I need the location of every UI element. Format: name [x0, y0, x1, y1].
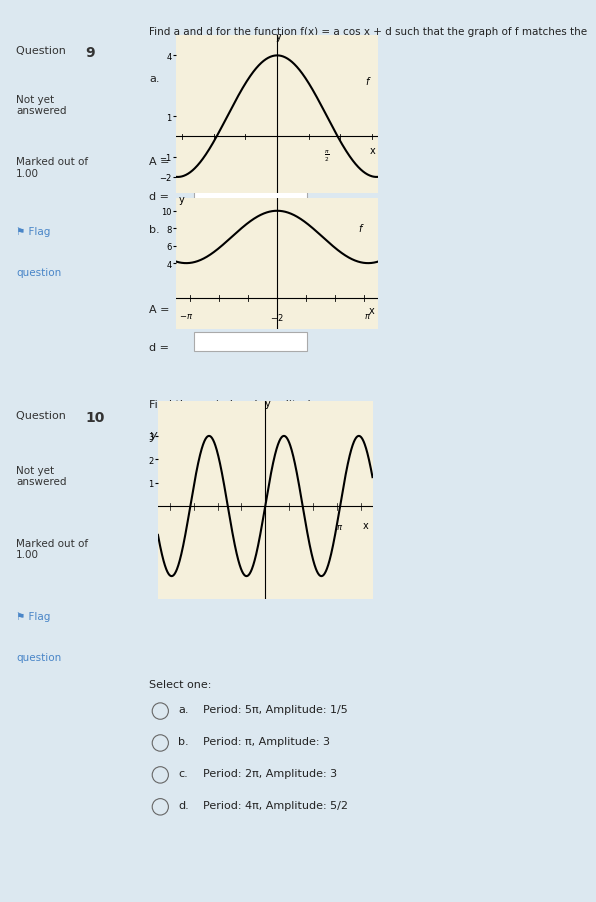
- Text: question: question: [16, 268, 61, 278]
- Text: y: y: [276, 32, 281, 42]
- Text: d =: d =: [149, 192, 169, 202]
- Text: x: x: [363, 520, 369, 530]
- Text: Question: Question: [16, 46, 70, 56]
- Text: $y = 3\,\sin\,2x$: $y = 3\,\sin\,2x$: [149, 427, 222, 444]
- Text: Not yet
answered: Not yet answered: [16, 465, 67, 487]
- Text: question: question: [16, 652, 61, 662]
- Text: Find a and d for the function f(x) = a cos x + d such that the graph of f matche: Find a and d for the function f(x) = a c…: [149, 27, 596, 37]
- Text: ⚑ Flag: ⚑ Flag: [16, 611, 51, 621]
- Text: d.: d.: [178, 800, 189, 810]
- FancyBboxPatch shape: [194, 294, 306, 313]
- Text: A =: A =: [149, 305, 169, 315]
- Text: $\frac{\pi}{2}$: $\frac{\pi}{2}$: [324, 149, 330, 163]
- Text: y: y: [179, 195, 185, 205]
- Text: Not yet
answered: Not yet answered: [16, 95, 67, 116]
- Text: b.: b.: [178, 736, 189, 746]
- Text: 9: 9: [85, 46, 95, 60]
- Text: Period: 4π, Amplitude: 5/2: Period: 4π, Amplitude: 5/2: [203, 800, 348, 810]
- Text: d =: d =: [149, 343, 169, 353]
- Text: c.: c.: [178, 769, 188, 778]
- Text: Select one:: Select one:: [149, 679, 212, 689]
- Text: $\pi$: $\pi$: [365, 312, 372, 321]
- Text: a.: a.: [178, 704, 189, 714]
- Text: x: x: [368, 306, 374, 316]
- Text: Find the period and amplitude.: Find the period and amplitude.: [149, 400, 321, 410]
- Text: $\pi$: $\pi$: [337, 523, 344, 532]
- Text: f: f: [366, 77, 369, 87]
- Text: 10: 10: [85, 410, 105, 425]
- FancyBboxPatch shape: [194, 181, 306, 200]
- Text: x: x: [370, 145, 375, 155]
- Text: Question: Question: [16, 410, 70, 420]
- Text: Period: π, Amplitude: 3: Period: π, Amplitude: 3: [203, 736, 330, 746]
- Text: A =: A =: [149, 157, 169, 167]
- Text: f: f: [358, 224, 362, 234]
- Text: a.: a.: [149, 74, 160, 84]
- Text: y: y: [265, 399, 271, 409]
- Text: Marked out of
1.00: Marked out of 1.00: [16, 157, 88, 179]
- Text: Period: 2π, Amplitude: 3: Period: 2π, Amplitude: 3: [203, 769, 337, 778]
- Text: b.: b.: [149, 225, 160, 235]
- Text: Marked out of
1.00: Marked out of 1.00: [16, 538, 88, 560]
- Text: $-2$: $-2$: [271, 312, 284, 323]
- Text: $-\pi$: $-\pi$: [179, 312, 193, 321]
- FancyBboxPatch shape: [194, 332, 306, 352]
- Text: ⚑ Flag: ⚑ Flag: [16, 226, 51, 236]
- FancyBboxPatch shape: [194, 146, 306, 166]
- Text: Period: 5π, Amplitude: 1/5: Period: 5π, Amplitude: 1/5: [203, 704, 348, 714]
